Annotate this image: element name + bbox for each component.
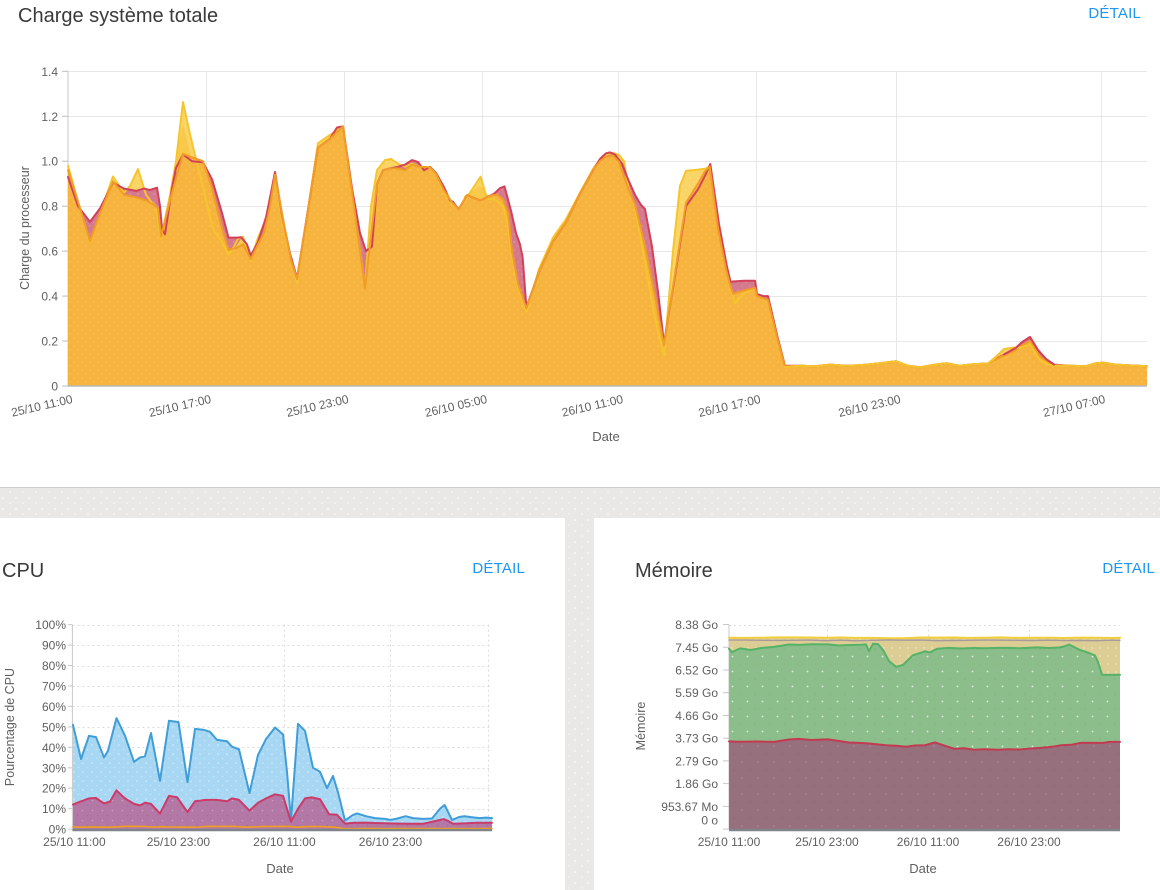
svg-text:26/10 11:00: 26/10 11:00 xyxy=(897,835,960,849)
svg-text:26/10 11:00: 26/10 11:00 xyxy=(253,835,316,849)
svg-text:1.2: 1.2 xyxy=(41,110,58,124)
svg-text:Mémoire: Mémoire xyxy=(634,702,648,751)
svg-text:0.6: 0.6 xyxy=(41,245,58,259)
svg-text:26/10 23:00: 26/10 23:00 xyxy=(837,392,902,420)
svg-text:30%: 30% xyxy=(42,761,66,775)
svg-text:26/10 05:00: 26/10 05:00 xyxy=(423,392,488,420)
svg-text:70%: 70% xyxy=(42,680,66,694)
svg-text:4.66 Go: 4.66 Go xyxy=(675,709,718,723)
svg-text:0: 0 xyxy=(51,380,58,394)
svg-text:20%: 20% xyxy=(42,782,66,796)
svg-text:60%: 60% xyxy=(42,700,66,714)
svg-text:26/10 11:00: 26/10 11:00 xyxy=(560,392,624,420)
svg-text:25/10 23:00: 25/10 23:00 xyxy=(285,392,350,420)
svg-text:1.4: 1.4 xyxy=(41,65,58,79)
svg-text:8.38 Go: 8.38 Go xyxy=(675,618,718,632)
svg-text:26/10 23:00: 26/10 23:00 xyxy=(997,835,1061,849)
svg-text:100%: 100% xyxy=(35,618,66,632)
svg-text:40%: 40% xyxy=(42,741,66,755)
svg-text:0%: 0% xyxy=(49,823,67,837)
svg-text:50%: 50% xyxy=(42,720,66,734)
svg-text:90%: 90% xyxy=(42,639,66,653)
svg-text:0 o: 0 o xyxy=(701,814,718,828)
svg-text:Date: Date xyxy=(909,861,936,876)
svg-text:Date: Date xyxy=(266,861,293,876)
svg-text:Charge du processeur: Charge du processeur xyxy=(18,166,32,290)
svg-text:0.8: 0.8 xyxy=(41,200,58,214)
svg-text:80%: 80% xyxy=(42,659,66,673)
svg-text:10%: 10% xyxy=(42,802,66,816)
svg-text:26/10 23:00: 26/10 23:00 xyxy=(359,835,423,849)
svg-text:3.73 Go: 3.73 Go xyxy=(675,732,718,746)
svg-text:6.52 Go: 6.52 Go xyxy=(675,664,718,678)
svg-text:Date: Date xyxy=(592,429,619,444)
svg-text:0.4: 0.4 xyxy=(41,290,58,304)
svg-text:2.79 Go: 2.79 Go xyxy=(675,754,718,768)
svg-text:1.86 Go: 1.86 Go xyxy=(675,777,718,791)
svg-text:25/10 17:00: 25/10 17:00 xyxy=(147,392,212,420)
svg-text:25/10 23:00: 25/10 23:00 xyxy=(795,835,859,849)
svg-text:27/10 07:00: 27/10 07:00 xyxy=(1042,392,1107,420)
svg-text:25/10 11:00: 25/10 11:00 xyxy=(43,835,106,849)
svg-text:25/10 23:00: 25/10 23:00 xyxy=(147,835,211,849)
svg-text:Pourcentage de CPU: Pourcentage de CPU xyxy=(3,668,17,786)
svg-text:26/10 17:00: 26/10 17:00 xyxy=(697,392,762,420)
svg-text:25/10 11:00: 25/10 11:00 xyxy=(10,392,74,420)
svg-text:0.2: 0.2 xyxy=(41,335,58,349)
svg-text:25/10 11:00: 25/10 11:00 xyxy=(698,835,761,849)
svg-text:5.59 Go: 5.59 Go xyxy=(675,686,718,700)
svg-text:953.67 Mo: 953.67 Mo xyxy=(661,800,718,814)
svg-text:1.0: 1.0 xyxy=(41,155,58,169)
svg-text:7.45 Go: 7.45 Go xyxy=(675,641,718,655)
